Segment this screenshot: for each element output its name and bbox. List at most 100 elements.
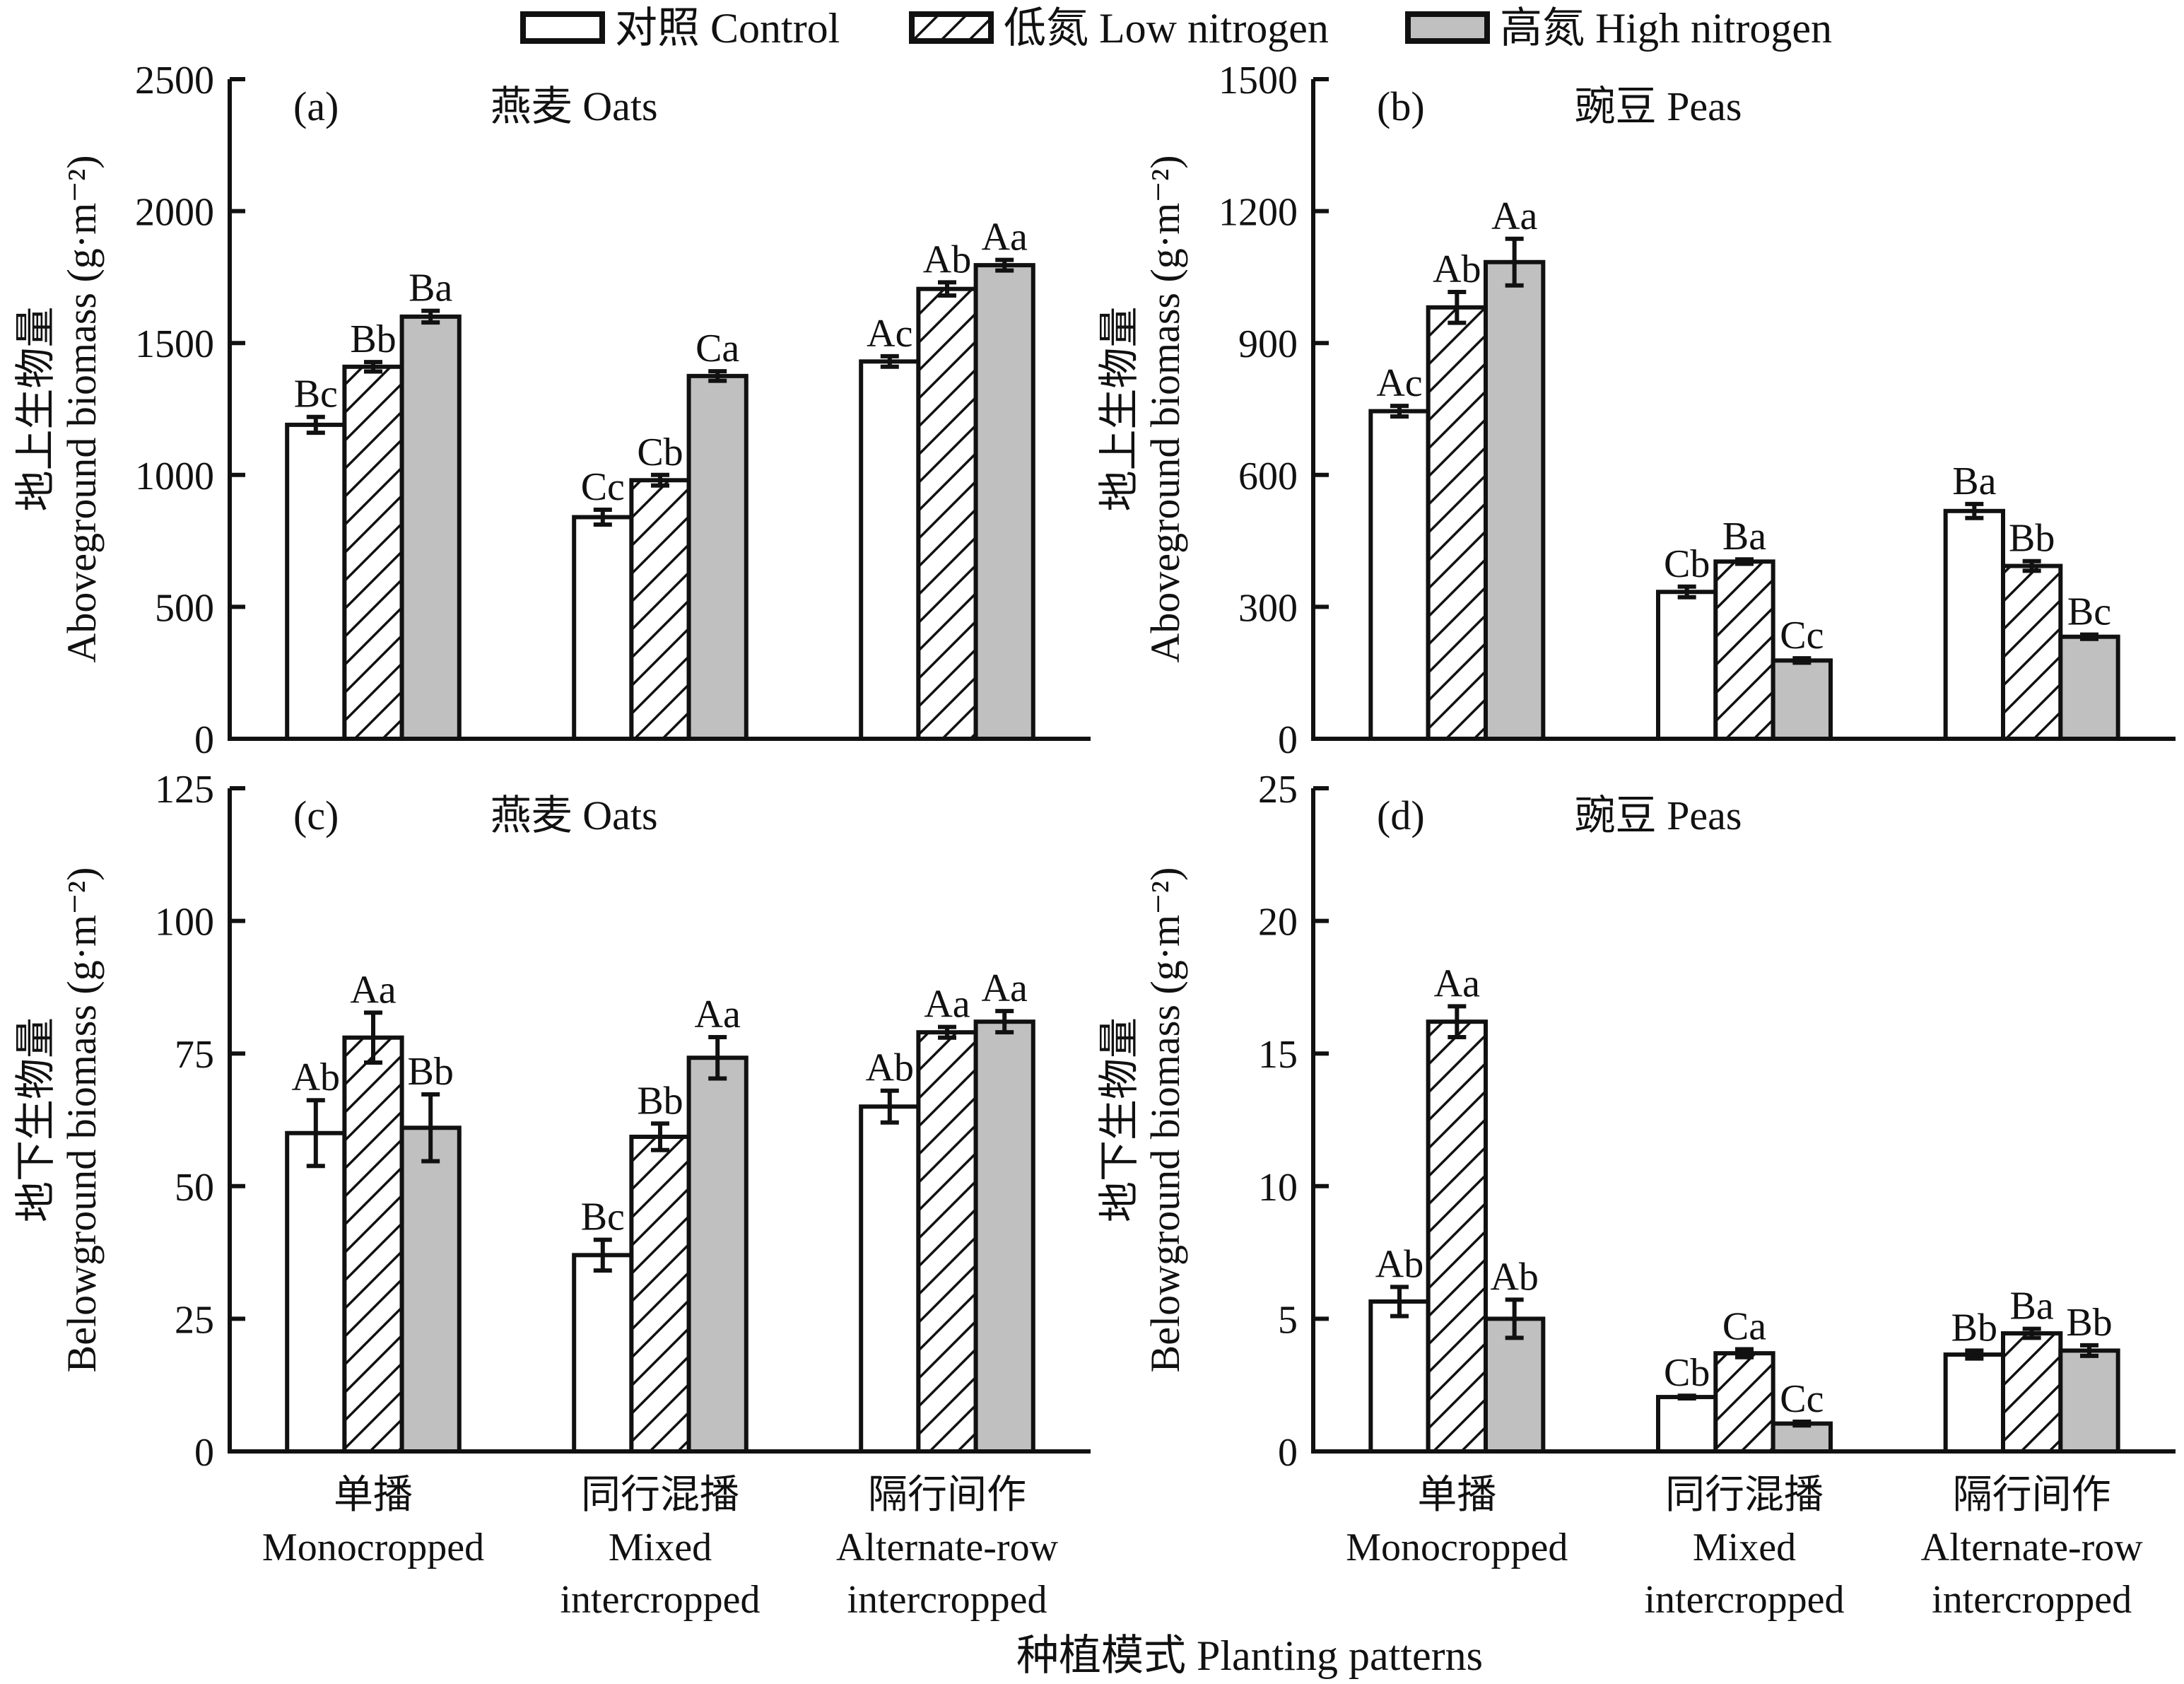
bar-low — [1713, 1351, 1775, 1454]
significance-label: Bb — [637, 1079, 683, 1123]
y-tick-label: 1500 — [135, 322, 214, 366]
bar-control — [1368, 1299, 1431, 1454]
bar-high — [1484, 1316, 1546, 1454]
x-tick-label: Alternate-row — [836, 1526, 1059, 1569]
bar-control — [859, 1104, 921, 1454]
y-tick-label: 25 — [175, 1298, 214, 1342]
significance-label: Ba — [1722, 515, 1766, 559]
x-tick-label: 同行混播 — [581, 1473, 739, 1517]
x-tick-label: 同行混播 — [1665, 1473, 1824, 1517]
x-tick-label: 隔行间作 — [1953, 1473, 2111, 1517]
significance-label: Bb — [350, 317, 396, 361]
panel-title: 燕麦 Oats — [491, 83, 658, 129]
significance-label: Cc — [1780, 614, 1824, 657]
panel-letter: (a) — [293, 83, 339, 129]
significance-label: Aa — [695, 993, 741, 1036]
y-tick-label: 600 — [1238, 455, 1298, 498]
significance-label: Bc — [581, 1195, 625, 1239]
bar-high — [686, 1056, 748, 1454]
x-tick-label: 单播 — [334, 1473, 413, 1517]
significance-label: Ba — [1952, 460, 1996, 503]
significance-label: Aa — [924, 983, 970, 1027]
x-tick-label: 单播 — [1417, 1473, 1496, 1517]
significance-label: Aa — [1434, 961, 1480, 1005]
y-tick-label: 300 — [1238, 586, 1298, 630]
significance-label: Ba — [409, 267, 452, 310]
bar-low — [2001, 1331, 2063, 1454]
significance-label: Aa — [982, 966, 1028, 1010]
bar-low — [629, 478, 691, 741]
bar-control — [1656, 590, 1718, 742]
y-tick-label: 15 — [1258, 1033, 1298, 1077]
panel-c: 0 25 50 75 100 125 (c) 燕麦 Oats 地下生物量 Belowground … — [13, 768, 1091, 1622]
panel-title: 燕麦 Oats — [491, 793, 658, 838]
y-tick-label: 100 — [155, 901, 214, 945]
significance-label: Ab — [866, 1046, 914, 1090]
significance-label: Cb — [1664, 542, 1710, 586]
panel-d: 0 5 10 15 20 25 (d) 豌豆 Peas 地下生物量 Belowground bio… — [1096, 768, 2176, 1622]
y-tick-label: 900 — [1238, 322, 1298, 366]
panel-title: 豌豆 Peas — [1575, 83, 1742, 129]
bar-control — [572, 515, 634, 742]
legend-swatch-high — [1405, 11, 1490, 44]
bar-control — [1656, 1395, 1718, 1454]
legend-swatch-low — [909, 11, 994, 44]
significance-label: Ac — [1376, 361, 1422, 405]
significance-label: Cc — [581, 465, 625, 509]
significance-label: Ab — [923, 238, 971, 281]
x-tick-label: intercropped — [1932, 1578, 2132, 1622]
y-tick-label: 1500 — [1219, 59, 1298, 103]
significance-label: Aa — [982, 216, 1028, 259]
y-tick-label: 0 — [1278, 718, 1298, 762]
significance-label: Ca — [695, 327, 739, 370]
bar-high — [1484, 259, 1546, 741]
y-tick-label: 0 — [194, 1431, 214, 1475]
x-tick-label: Alternate-row — [1921, 1526, 2144, 1569]
bar-control — [572, 1253, 634, 1454]
bar-high — [1771, 658, 1833, 741]
y-tick-label: 0 — [1278, 1431, 1298, 1475]
legend: 对照 Control 低氮 Low nitrogen 高氮 High nitroge… — [520, 5, 1832, 52]
y-tick-label: 5 — [1278, 1298, 1298, 1342]
significance-label: Aa — [350, 968, 396, 1012]
significance-label: Aa — [1491, 194, 1537, 238]
x-tick-label: 隔行间作 — [868, 1473, 1026, 1517]
x-tick-label: intercropped — [560, 1578, 761, 1622]
significance-label: Bb — [2066, 1301, 2112, 1345]
x-tick-label: Mixed — [1693, 1526, 1796, 1569]
panel-letter: (c) — [293, 793, 339, 838]
significance-label: Bc — [2067, 590, 2111, 634]
panel-a: 0 500 1000 1500 2000 2500 (a) 燕麦 Oats 地上生物量 Above… — [13, 59, 1091, 762]
significance-label: Ab — [1490, 1255, 1538, 1299]
y-tick-label: 0 — [194, 718, 214, 762]
y-tick-label: 500 — [155, 586, 214, 630]
significance-label: Ab — [292, 1056, 340, 1099]
bar-control — [285, 422, 347, 742]
bar-high — [2058, 1348, 2120, 1454]
y-tick-label: 75 — [175, 1033, 214, 1077]
bar-high — [973, 1019, 1035, 1454]
y-axis-title-en: Belowground biomass (g·m⁻²) — [59, 867, 105, 1373]
panel-letter: (b) — [1377, 83, 1425, 129]
y-tick-label: 1000 — [135, 455, 214, 498]
y-tick-label: 50 — [175, 1166, 214, 1210]
bar-high — [2058, 634, 2120, 741]
significance-label: Ca — [1722, 1305, 1766, 1349]
y-tick-label: 20 — [1258, 901, 1298, 945]
bar-low — [1713, 559, 1775, 741]
y-axis-title-cn: 地上生物量 — [13, 306, 59, 511]
x-tick-label: Monocropped — [1346, 1526, 1568, 1569]
bar-low — [629, 1135, 691, 1454]
significance-label: Cb — [1664, 1351, 1710, 1395]
y-tick-label: 2000 — [135, 191, 214, 235]
significance-label: Bb — [2009, 517, 2055, 561]
bar-high — [399, 314, 462, 741]
panel-title: 豌豆 Peas — [1575, 793, 1742, 838]
panel-b: 0 300 600 900 1200 1500 (b) 豌豆 Peas 地上生物量 Abovegr… — [1096, 59, 2176, 762]
bar-control — [285, 1130, 347, 1454]
y-tick-label: 2500 — [135, 59, 214, 103]
y-tick-label: 10 — [1258, 1166, 1298, 1210]
bar-low — [342, 1035, 404, 1454]
y-axis-title-cn: 地上生物量 — [1096, 306, 1142, 511]
